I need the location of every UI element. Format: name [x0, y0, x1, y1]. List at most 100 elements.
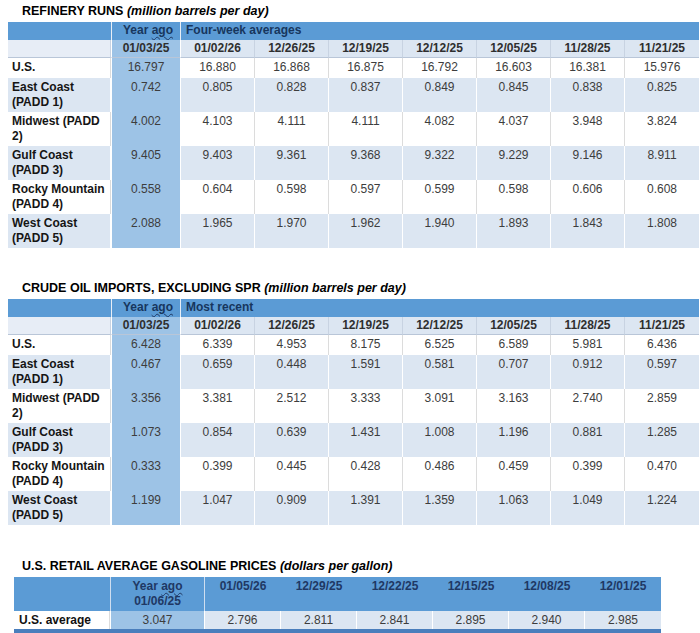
date-header-cell: 11/21/25 — [625, 317, 699, 335]
crude-oil-imports-table: Year agoMost recent01/03/2501/02/2612/26… — [8, 299, 699, 525]
value-cell: 5.981 — [551, 335, 625, 355]
year-ago-value-cell: 16.797 — [111, 58, 181, 78]
section-gasoline-prices: U.S. RETAIL AVERAGE GASOLINE PRICES (dol… — [14, 559, 661, 630]
row-label-cell: Gulf Coast (PADD 3) — [8, 146, 111, 180]
row-label-cell: East Coast (PADD 1) — [8, 355, 111, 389]
value-cell: 2.859 — [625, 389, 699, 423]
value-cell: 1.962 — [329, 214, 403, 248]
table-row: U.S.6.4286.3394.9538.1756.5256.5895.9816… — [8, 335, 699, 355]
value-cell: 0.399 — [551, 457, 625, 491]
date-header-cell: 01/05/26 — [205, 577, 281, 611]
value-cell: 3.948 — [551, 112, 625, 146]
petroleum-status-report-page: REFINERY RUNS (million barrels per day) … — [0, 0, 700, 633]
date-header-row: 01/03/2501/02/2612/26/2512/19/2512/12/25… — [8, 40, 699, 58]
value-cell: 9.322 — [403, 146, 477, 180]
value-cell: 3.091 — [403, 389, 477, 423]
value-cell: 0.707 — [477, 355, 551, 389]
date-row-corner-cell — [8, 40, 111, 58]
value-cell: 2.512 — [255, 389, 329, 423]
value-cell: 1.970 — [255, 214, 329, 248]
table-row: Rocky Mountain (PADD 4)0.5580.6040.5980.… — [8, 180, 699, 214]
value-cell: 4.082 — [403, 112, 477, 146]
value-cell: 0.838 — [551, 78, 625, 112]
value-cell: 0.837 — [329, 78, 403, 112]
year-ago-value-cell: 9.405 — [111, 146, 181, 180]
group-header-cell: Four-week averages — [181, 22, 699, 40]
gasoline-prices-table: Year ago01/06/2501/05/2612/29/2512/22/25… — [14, 577, 661, 630]
value-cell: 0.604 — [181, 180, 255, 214]
table-header-row: Year ago01/06/2501/05/2612/29/2512/22/25… — [14, 577, 661, 611]
header-corner-cell — [8, 299, 111, 317]
year-ago-value-cell: 6.428 — [111, 335, 181, 355]
value-cell: 8.911 — [625, 146, 699, 180]
crude-imports-title-text: CRUDE OIL IMPORTS, EXCLUDING SPR — [22, 281, 261, 295]
value-cell: 0.881 — [551, 423, 625, 457]
value-cell: 4.037 — [477, 112, 551, 146]
table-row: West Coast (PADD 5)2.0881.9651.9701.9621… — [8, 214, 699, 248]
year-ago-value-cell: 2.088 — [111, 214, 181, 248]
value-cell: 16.875 — [329, 58, 403, 78]
value-cell: 9.361 — [255, 146, 329, 180]
table-row: Rocky Mountain (PADD 4)0.3330.3990.4450.… — [8, 457, 699, 491]
date-header-cell: 01/02/26 — [181, 317, 255, 335]
refinery-runs-title-text: REFINERY RUNS — [22, 4, 123, 18]
date-header-cell: 12/19/25 — [329, 317, 403, 335]
value-cell: 2.796 — [205, 611, 281, 630]
value-cell: 1.940 — [403, 214, 477, 248]
row-label-cell: Gulf Coast (PADD 3) — [8, 423, 111, 457]
table-row: West Coast (PADD 5)1.1991.0470.9091.3911… — [8, 491, 699, 525]
value-cell: 6.589 — [477, 335, 551, 355]
year-ago-value-cell: 0.742 — [111, 78, 181, 112]
value-cell: 3.333 — [329, 389, 403, 423]
date-header-cell: 12/26/25 — [255, 317, 329, 335]
value-cell: 6.339 — [181, 335, 255, 355]
value-cell: 0.598 — [477, 180, 551, 214]
value-cell: 4.111 — [255, 112, 329, 146]
value-cell: 0.912 — [551, 355, 625, 389]
refinery-runs-title-unit: (million barrels per day) — [127, 4, 269, 18]
date-header-cell: 12/19/25 — [329, 40, 403, 58]
value-cell: 9.229 — [477, 146, 551, 180]
date-header-cell: 01/02/26 — [181, 40, 255, 58]
value-cell: 2.940 — [509, 611, 585, 630]
value-cell: 0.470 — [625, 457, 699, 491]
date-header-cell: 11/28/25 — [551, 317, 625, 335]
year-ago-label: Year ago — [111, 579, 204, 594]
gasoline-prices-title: U.S. RETAIL AVERAGE GASOLINE PRICES (dol… — [22, 559, 661, 574]
table-row: East Coast (PADD 1)0.7420.8050.8280.8370… — [8, 78, 699, 112]
value-cell: 9.146 — [551, 146, 625, 180]
date-header-cell: 11/28/25 — [551, 40, 625, 58]
crude-imports-title: CRUDE OIL IMPORTS, EXCLUDING SPR (millio… — [22, 281, 699, 296]
value-cell: 0.445 — [255, 457, 329, 491]
value-cell: 1.196 — [477, 423, 551, 457]
value-cell: 1.008 — [403, 423, 477, 457]
table-header-row: Year agoMost recent — [8, 299, 699, 317]
year-ago-header-cell: Year ago01/06/25 — [110, 577, 205, 611]
row-label-cell: West Coast (PADD 5) — [8, 214, 111, 248]
value-cell: 0.428 — [329, 457, 403, 491]
date-header-cell: 11/21/25 — [625, 40, 699, 58]
value-cell: 0.849 — [403, 78, 477, 112]
value-cell: 0.805 — [181, 78, 255, 112]
value-cell: 0.597 — [329, 180, 403, 214]
row-label-cell: U.S. — [8, 58, 111, 78]
date-header-cell: 12/05/25 — [477, 317, 551, 335]
table-row: Gulf Coast (PADD 3)9.4059.4039.3619.3689… — [8, 146, 699, 180]
year-ago-value-cell: 0.333 — [111, 457, 181, 491]
value-cell: 0.486 — [403, 457, 477, 491]
date-header-cell: 12/15/25 — [433, 577, 509, 611]
value-cell: 1.391 — [329, 491, 403, 525]
header-corner-cell — [14, 577, 110, 611]
year-ago-value-cell: 1.073 — [111, 423, 181, 457]
year-ago-value-cell: 3.356 — [111, 389, 181, 423]
table-row: Gulf Coast (PADD 3)1.0730.8540.6391.4311… — [8, 423, 699, 457]
value-cell: 16.868 — [255, 58, 329, 78]
row-label-cell: Midwest (PADD 2) — [8, 389, 111, 423]
value-cell: 1.893 — [477, 214, 551, 248]
group-header-cell: Most recent — [181, 299, 699, 317]
value-cell: 0.639 — [255, 423, 329, 457]
section-refinery-runs: REFINERY RUNS (million barrels per day) … — [8, 4, 699, 248]
value-cell: 4.953 — [255, 335, 329, 355]
value-cell: 16.880 — [181, 58, 255, 78]
header-corner-cell — [8, 22, 111, 40]
